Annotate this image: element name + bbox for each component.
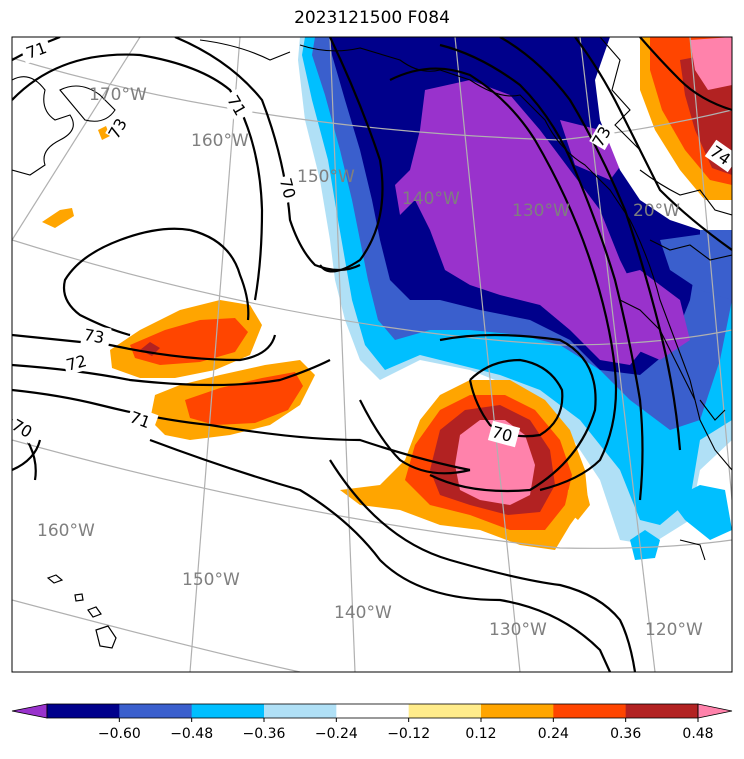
colorbar-tick-label: −0.60 [98, 726, 141, 742]
colorbar-ticks: −0.60 −0.48 −0.36 −0.24 −0.12 0.12 0.24 0.36 0.4… [98, 718, 714, 742]
longitude-label: 170°W [89, 85, 147, 105]
colorbar-tick-label: −0.36 [243, 726, 286, 742]
colorbar-tick-label: 0.48 [682, 726, 713, 742]
anomaly-fill-pink-ne [690, 37, 732, 90]
longitude-label: 150°W [297, 167, 355, 187]
colorbar-extend-low [11, 703, 48, 719]
longitude-label: 120°W [645, 620, 703, 640]
colorbar-segment [119, 704, 193, 718]
colorbar-tick-label: −0.24 [315, 726, 358, 742]
contour-labels: 71 71 73 70 73 72 71 70 70 74 73 [8, 37, 732, 448]
longitude-labels: 170°W 160°W 150°W 140°W 130°W 20°W 160°W… [37, 85, 703, 640]
anomaly-fill-blue-se1 [670, 485, 732, 540]
colorbar-tick-label: 0.12 [465, 726, 496, 742]
colorbar-segment [47, 704, 120, 718]
colorbar [11, 703, 733, 719]
anomaly-fill-purple [395, 80, 650, 365]
contour-label: 70 [490, 422, 515, 446]
contour-label: 72 [64, 351, 89, 375]
anomaly-fill-orange-c2 [566, 485, 590, 520]
colorbar-tick-label: −0.12 [387, 726, 430, 742]
contour-label: 73 [82, 325, 105, 347]
colorbar-tick-label: 0.24 [538, 726, 569, 742]
colorbar-segment [191, 704, 265, 718]
map-title: 2023121500 F084 [294, 8, 450, 28]
colorbar-segment [625, 704, 699, 718]
longitude-label: 160°W [37, 521, 95, 541]
longitude-label: 20°W [633, 201, 680, 221]
longitude-label: 130°W [489, 620, 547, 640]
colorbar-segment [336, 704, 410, 718]
colorbar-tick-label: 0.36 [610, 726, 641, 742]
colorbar-frame [46, 703, 699, 719]
colorbar-segment [408, 704, 482, 718]
anomaly-fill-orange-w3 [42, 208, 74, 228]
longitude-label: 140°W [402, 189, 460, 209]
colorbar-extend-high [697, 703, 733, 719]
colorbar-segment [481, 704, 554, 718]
contour-label: 70 [276, 176, 300, 201]
longitude-label: 150°W [182, 570, 240, 590]
hawaii-islands [46, 574, 117, 649]
longitude-label: 140°W [334, 603, 392, 623]
contour-label: 70 [8, 415, 35, 442]
anomaly-fill-blue-se2 [630, 530, 660, 560]
colorbar-segment [553, 704, 627, 718]
anomaly-fill-red-w2 [185, 372, 303, 425]
anomaly-fill-purple-3 [560, 120, 625, 180]
map-frame [11, 36, 733, 673]
colorbar-segment [264, 704, 337, 718]
graticule [12, 37, 732, 672]
longitude-label: 160°W [191, 131, 249, 151]
anomaly-fill-orange-w4 [98, 126, 110, 140]
colorbar-tick-label: −0.48 [170, 726, 213, 742]
longitude-label: 130°W [512, 201, 570, 221]
